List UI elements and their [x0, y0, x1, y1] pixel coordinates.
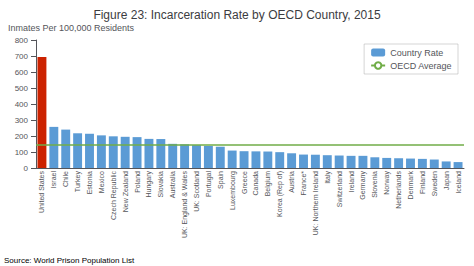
svg-text:Sweden: Sweden — [431, 171, 438, 196]
svg-text:Norway: Norway — [383, 171, 391, 195]
svg-text:700: 700 — [15, 52, 29, 61]
svg-text:Spain: Spain — [217, 171, 225, 189]
svg-text:400: 400 — [15, 100, 29, 109]
svg-text:Denmark: Denmark — [407, 171, 414, 200]
svg-text:300: 300 — [15, 116, 29, 125]
svg-text:Source: World Prison Populatio: Source: World Prison Population List — [4, 256, 135, 265]
svg-text:Poland: Poland — [134, 171, 141, 193]
svg-text:Luxembourg: Luxembourg — [229, 171, 237, 210]
svg-text:200: 200 — [15, 132, 29, 141]
svg-text:0: 0 — [24, 164, 29, 173]
svg-text:Chile: Chile — [62, 171, 69, 187]
svg-text:UK: Northern Ireland: UK: Northern Ireland — [312, 171, 319, 235]
svg-text:Austria: Austria — [288, 171, 295, 193]
svg-text:Estonia: Estonia — [86, 171, 93, 194]
svg-text:Slovakia: Slovakia — [157, 171, 164, 198]
svg-text:United States: United States — [38, 171, 45, 214]
svg-text:Slovenia: Slovenia — [371, 171, 378, 198]
svg-text:Japan: Japan — [443, 171, 451, 190]
svg-text:Inmates Per 100,000 Residents: Inmates Per 100,000 Residents — [8, 23, 135, 33]
svg-text:Belgium: Belgium — [264, 171, 272, 196]
svg-text:Country Rate: Country Rate — [390, 48, 443, 58]
svg-text:New Zealand: New Zealand — [122, 171, 129, 212]
svg-text:UK: England & Wales: UK: England & Wales — [181, 171, 189, 239]
svg-text:Italy: Italy — [324, 171, 332, 184]
svg-text:Mexico: Mexico — [98, 171, 105, 193]
svg-text:Korea (Rep of): Korea (Rep of) — [276, 171, 284, 217]
svg-text:Finland: Finland — [419, 171, 426, 194]
svg-text:UK: Scotland: UK: Scotland — [193, 171, 200, 212]
svg-text:Greece: Greece — [241, 171, 248, 194]
svg-text:France*: France* — [300, 171, 307, 196]
svg-text:Portugal: Portugal — [205, 171, 213, 198]
svg-text:Canada: Canada — [252, 171, 259, 196]
svg-text:Hungary: Hungary — [145, 171, 153, 198]
svg-text:600: 600 — [15, 68, 29, 77]
svg-text:Figure 23: Incarceration Rate: Figure 23: Incarceration Rate by OECD Co… — [93, 8, 381, 22]
svg-text:500: 500 — [15, 84, 29, 93]
svg-text:100: 100 — [15, 148, 29, 157]
svg-text:Turkey: Turkey — [74, 171, 82, 193]
svg-text:800: 800 — [15, 36, 29, 45]
svg-text:Ireland: Ireland — [348, 171, 355, 193]
svg-text:Israel: Israel — [50, 171, 57, 189]
svg-text:Germany: Germany — [359, 171, 367, 200]
svg-text:Iceland: Iceland — [455, 171, 462, 194]
svg-text:Netherlands: Netherlands — [395, 171, 402, 209]
svg-text:Switzerland: Switzerland — [336, 171, 343, 207]
svg-text:OECD Average: OECD Average — [390, 61, 451, 71]
svg-text:Czech Republic: Czech Republic — [110, 171, 118, 221]
svg-text:Australia: Australia — [169, 171, 176, 198]
